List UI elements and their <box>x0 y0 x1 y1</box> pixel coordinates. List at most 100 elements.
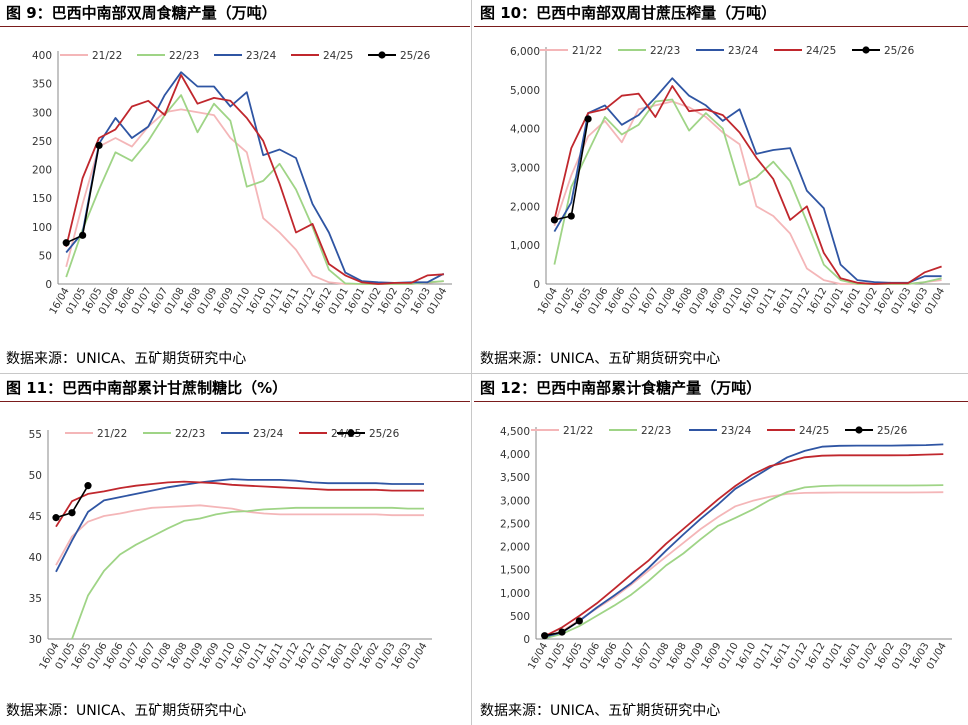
source-label-11: 数据来源：UNICA、五矿期货研究中心 <box>6 703 247 719</box>
series-line-21-22 <box>55 504 424 566</box>
y-tick-label: 3,000 <box>510 163 540 175</box>
series-line-23-24 <box>544 443 944 638</box>
legend-label: 23/24 <box>728 45 759 57</box>
series-line-22-23 <box>553 98 942 285</box>
legend-label: 23/24 <box>721 425 752 437</box>
chart-title-11: 图 11：巴西中南部累计甘蔗制糖比（%） <box>6 379 288 397</box>
y-tick-label: 2,500 <box>500 518 530 530</box>
y-tick-label: 400 <box>32 50 52 62</box>
legend-label: 25/26 <box>884 45 915 57</box>
y-tick-label: 0 <box>45 279 52 291</box>
legend-marker <box>855 426 863 434</box>
data-point-25-26 <box>575 617 583 625</box>
y-tick-label: 2,000 <box>510 201 540 213</box>
y-tick-label: 3,500 <box>500 472 530 484</box>
chart-panel-9: 图 9：巴西中南部双周食糖产量（万吨） 0 50 100 150 200 250 300 35… <box>0 0 470 372</box>
vertical-divider <box>471 0 472 725</box>
y-tick-label: 5,000 <box>510 85 540 97</box>
legend-label: 22/23 <box>650 45 680 57</box>
y-tick-label: 3,000 <box>500 495 530 507</box>
data-point-25-26 <box>541 632 549 640</box>
series-line-23-24 <box>553 77 942 284</box>
series-line-22-23 <box>71 506 424 640</box>
data-point-25-26 <box>558 628 566 636</box>
source-label-10: 数据来源：UNICA、五矿期货研究中心 <box>480 351 721 367</box>
data-point-25-26 <box>52 514 60 522</box>
y-tick-label: 300 <box>32 107 52 119</box>
y-tick-label: 200 <box>32 165 52 177</box>
data-point-25-26 <box>79 231 87 239</box>
legend-label: 25/26 <box>877 425 908 437</box>
y-tick-label: 50 <box>39 250 52 262</box>
chart-svg-11: 30354045505516/0401/0516/0501/0616/0601/… <box>29 428 432 671</box>
y-tick-label: 30 <box>29 634 42 646</box>
chart-panel-12: 图 12：巴西中南部累计食糖产量（万吨） 0 500 1,000 1,500 2,000… <box>474 375 968 725</box>
legend-label: 23/24 <box>253 428 284 440</box>
y-tick-label: 40 <box>29 552 42 564</box>
legend-label: 24/25 <box>323 50 353 62</box>
data-point-25-26 <box>62 239 70 247</box>
series-line-25-26 <box>554 118 589 221</box>
legend-label: 21/22 <box>97 428 127 440</box>
y-tick-label: 55 <box>29 429 42 441</box>
chart-title-12: 图 12：巴西中南部累计食糖产量（万吨） <box>480 379 762 397</box>
y-tick-label: 50 <box>29 470 42 482</box>
y-tick-label: 0 <box>523 634 530 646</box>
data-point-25-26 <box>84 482 92 490</box>
chart-title-10: 图 10：巴西中南部双周甘蔗压榨量（万吨） <box>480 4 777 22</box>
legend-label: 21/22 <box>563 425 593 437</box>
y-tick-label: 1,000 <box>500 588 530 600</box>
y-tick-label: 0 <box>533 279 540 291</box>
legend-label: 25/26 <box>369 428 400 440</box>
data-point-25-26 <box>550 216 559 224</box>
legend-label: 23/24 <box>246 50 277 62</box>
legend-marker <box>862 46 870 54</box>
title-rule-10 <box>474 26 968 27</box>
y-tick-label: 1,000 <box>510 240 540 252</box>
series-line-21-22 <box>65 108 444 285</box>
series-line-21-22 <box>553 100 942 285</box>
y-tick-label: 45 <box>29 511 42 523</box>
legend-label: 25/26 <box>400 50 431 62</box>
series-line-23-24 <box>55 478 424 573</box>
series-line-22-23 <box>544 484 944 640</box>
y-tick-label: 1,500 <box>500 565 530 577</box>
title-rule-12 <box>474 401 968 402</box>
chart-svg-12: 0 500 1,000 1,500 2,000 2,500 3,000 3,500 4,000 4… <box>500 425 952 671</box>
y-tick-label: 4,000 <box>510 124 540 136</box>
data-point-25-26 <box>95 141 103 150</box>
legend-label: 24/25 <box>799 425 829 437</box>
y-tick-label: 100 <box>32 222 52 234</box>
series-line-24-25 <box>544 453 944 638</box>
series-line-24-25 <box>65 74 444 285</box>
legend-label: 22/23 <box>175 428 205 440</box>
y-tick-label: 2,000 <box>500 542 530 554</box>
legend-label: 22/23 <box>641 425 671 437</box>
y-tick-label: 350 <box>32 79 52 91</box>
chart-svg-10: 01,0002,0003,0004,0005,0006,00016/0401/0… <box>510 45 950 316</box>
series-line-23-24 <box>65 71 445 284</box>
chart-panel-11: 图 11：巴西中南部累计甘蔗制糖比（%） 30 35 40 45 50 55 16/04 01… <box>0 375 470 725</box>
source-label-9: 数据来源：UNICA、五矿期货研究中心 <box>6 351 247 367</box>
data-point-25-26 <box>567 212 575 220</box>
legend-label: 21/22 <box>92 50 122 62</box>
chart-svg-9: 05010015020025030035040016/0401/0516/050… <box>32 50 452 316</box>
title-rule-9 <box>0 26 470 27</box>
legend-label: 21/22 <box>572 45 602 57</box>
y-tick-label: 4,500 <box>500 426 530 438</box>
y-tick-label: 35 <box>29 593 42 605</box>
y-tick-label: 250 <box>32 136 52 148</box>
horizontal-divider <box>0 373 968 374</box>
data-point-25-26 <box>68 509 76 517</box>
series-line-24-25 <box>55 480 424 528</box>
legend-marker <box>378 51 386 59</box>
y-tick-label: 4,000 <box>500 449 530 461</box>
chart-title-9: 图 9：巴西中南部双周食糖产量（万吨） <box>6 4 277 22</box>
series-line-21-22 <box>544 491 944 639</box>
source-label-12: 数据来源：UNICA、五矿期货研究中心 <box>480 703 721 719</box>
series-line-24-25 <box>553 85 942 285</box>
y-tick-label: 6,000 <box>510 46 540 58</box>
y-tick-label: 500 <box>510 611 530 623</box>
title-rule-11 <box>0 401 470 402</box>
chart-panel-10: 图 10：巴西中南部双周甘蔗压榨量（万吨） 0 1,000 2,000 3,000 4,… <box>474 0 968 372</box>
